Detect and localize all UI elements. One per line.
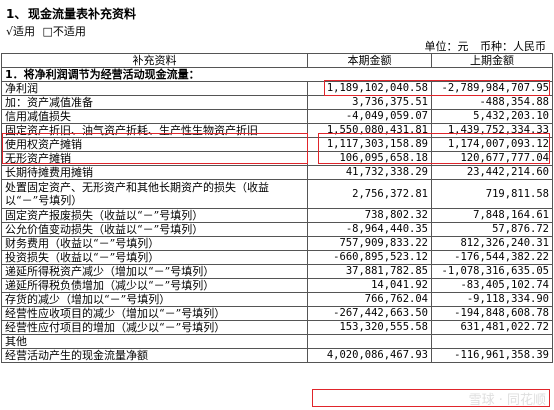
row-label: 长期待摊费用摊销 <box>1 165 308 180</box>
prior-amount: -1,078,316,635.05 <box>431 264 553 279</box>
row-label: 固定资产折旧、油气资产折耗、生产性生物资产折旧 <box>1 123 308 138</box>
table-row: 投资损失（收益以“－”号填列） -660,895,523.12 -176,544,3… <box>1 250 553 265</box>
current-amount: 1,189,102,040.58 <box>307 81 432 96</box>
current-amount <box>307 334 432 349</box>
table-row: 递延所得税负债增加（减少以“－”号填列） 14,041.92 -83,405,102… <box>1 278 553 293</box>
table-row: 处置固定资产、无形资产和其他长期资产的损失（收益以“－”号填列） 2,756,37… <box>1 179 553 209</box>
row-label: 其他 <box>1 334 308 349</box>
table-row: 存货的减少（增加以“－”号填列） 766,762.04 -9,118,334.90 <box>1 292 553 307</box>
prior-amount: 719,811.58 <box>431 179 553 209</box>
prior-amount: -488,354.88 <box>431 95 553 110</box>
prior-amount: 23,442,214.60 <box>431 165 553 180</box>
table-row: 其他 <box>1 334 553 349</box>
table-row: 固定资产折旧、油气资产折耗、生产性生物资产折旧 1,550,080,431.81 1… <box>1 123 553 138</box>
prior-amount: -2,789,984,707.95 <box>431 81 553 96</box>
current-amount: 106,095,658.18 <box>307 151 432 166</box>
table-row: 信用减值损失 -4,049,059.07 5,432,203.10 <box>1 109 553 124</box>
row-label: 递延所得税负债增加（减少以“－”号填列） <box>1 278 308 293</box>
prior-amount <box>431 334 553 349</box>
prior-amount: -116,961,358.39 <box>431 348 553 363</box>
column-header-prior: 上期金额 <box>431 53 553 68</box>
section-number: 1、 <box>6 7 27 21</box>
table-row: 加：资产减值准备 3,736,375.51 -488,354.88 <box>1 95 553 110</box>
section-title-row: 1．将净利润调节为经营活动现金流量： <box>1 67 553 82</box>
prior-amount: 7,848,164.61 <box>431 208 553 223</box>
cash-flow-supplement-table: 补充资料 本期金额 上期金额 1．将净利润调节为经营活动现金流量： 净利润 1,1… <box>1 53 553 363</box>
table-row: 财务费用（收益以“－”号填列） 757,909,833.22 812,326,240… <box>1 236 553 251</box>
current-amount: 153,320,555.58 <box>307 320 432 335</box>
row-label: 无形资产摊销 <box>1 151 308 166</box>
current-amount: -8,964,440.35 <box>307 222 432 237</box>
row-label: 公允价值变动损失（收益以“－”号填列） <box>1 222 308 237</box>
section-heading: 1、 现金流量表补充资料 <box>6 5 136 22</box>
column-header-item: 补充资料 <box>1 53 308 68</box>
row-label: 信用减值损失 <box>1 109 308 124</box>
unit-info: 单位：元 币种：人民币 <box>417 38 547 54</box>
table-row: 经营活动产生的现金流量净额 4,020,086,467.93 -116,961,35… <box>1 348 553 363</box>
prior-amount: 631,481,022.72 <box>431 320 553 335</box>
current-amount: 3,736,375.51 <box>307 95 432 110</box>
prior-amount: -194,848,608.78 <box>431 306 553 321</box>
prior-amount: -83,405,102.74 <box>431 278 553 293</box>
row-label: 固定资产报废损失（收益以“－”号填列） <box>1 208 308 223</box>
unit-label: 单位：元 <box>424 40 469 53</box>
currency-label: 币种：人民币 <box>480 40 546 53</box>
current-amount: 14,041.92 <box>307 278 432 293</box>
table-row: 递延所得税资产减少（增加以“－”号填列） 37,881,782.85 -1,078,… <box>1 264 553 279</box>
row-label: 经营性应付项目的增加（减少以“－”号填列） <box>1 320 308 335</box>
table-row: 公允价值变动损失（收益以“－”号填列） -8,964,440.35 57,876.7… <box>1 222 553 237</box>
table-header-row: 补充资料 本期金额 上期金额 <box>1 53 553 68</box>
current-amount: -660,895,523.12 <box>307 250 432 265</box>
table-row: 使用权资产摊销 1,117,303,158.89 1,174,007,093.12 <box>1 137 553 152</box>
row-label: 经营活动产生的现金流量净额 <box>1 348 308 363</box>
table-row: 固定资产报废损失（收益以“－”号填列） 738,802.32 7,848,164.6… <box>1 208 553 223</box>
prior-amount: -9,118,334.90 <box>431 292 553 307</box>
row-label: 经营性应收项目的减少（增加以“－”号填列） <box>1 306 308 321</box>
prior-amount: -176,544,382.22 <box>431 250 553 265</box>
prior-amount: 5,432,203.10 <box>431 109 553 124</box>
row-label: 使用权资产摊销 <box>1 137 308 152</box>
table-row: 净利润 1,189,102,040.58 -2,789,984,707.95 <box>1 81 553 96</box>
current-amount: 37,881,782.85 <box>307 264 432 279</box>
section-title: 现金流量表补充资料 <box>28 7 137 21</box>
prior-amount: 57,876.72 <box>431 222 553 237</box>
table-row: 经营性应付项目的增加（减少以“－”号填列） 153,320,555.58 631,4… <box>1 320 553 335</box>
prior-amount: 1,174,007,093.12 <box>431 137 553 152</box>
row-label: 加：资产减值准备 <box>1 95 308 110</box>
applicable-checkbox[interactable]: √适用 <box>6 25 36 38</box>
current-amount: 757,909,833.22 <box>307 236 432 251</box>
row-label: 投资损失（收益以“－”号填列） <box>1 250 308 265</box>
row-label: 处置固定资产、无形资产和其他长期资产的损失（收益以“－”号填列） <box>1 179 308 209</box>
table-row: 经营性应收项目的减少（增加以“－”号填列） -267,442,663.50 -194… <box>1 306 553 321</box>
applicability-options: √适用 □不适用 <box>6 23 90 39</box>
row-label: 递延所得税资产减少（增加以“－”号填列） <box>1 264 308 279</box>
row-label: 净利润 <box>1 81 308 96</box>
prior-amount: 1,439,752,334.33 <box>431 123 553 138</box>
section-title-cell: 1．将净利润调节为经营活动现金流量： <box>1 67 553 82</box>
current-amount: -4,049,059.07 <box>307 109 432 124</box>
table-row: 长期待摊费用摊销 41,732,338.29 23,442,214.60 <box>1 165 553 180</box>
current-amount: -267,442,663.50 <box>307 306 432 321</box>
watermark: 雪球 · 同花顺 <box>468 393 546 408</box>
prior-amount: 812,326,240.31 <box>431 236 553 251</box>
column-header-current: 本期金额 <box>307 53 432 68</box>
current-amount: 41,732,338.29 <box>307 165 432 180</box>
current-amount: 766,762.04 <box>307 292 432 307</box>
row-label: 存货的减少（增加以“－”号填列） <box>1 292 308 307</box>
current-amount: 2,756,372.81 <box>307 179 432 209</box>
row-label: 财务费用（收益以“－”号填列） <box>1 236 308 251</box>
current-amount: 1,550,080,431.81 <box>307 123 432 138</box>
current-amount: 738,802.32 <box>307 208 432 223</box>
prior-amount: 120,677,777.04 <box>431 151 553 166</box>
not-applicable-checkbox[interactable]: □不适用 <box>42 25 86 38</box>
current-amount: 1,117,303,158.89 <box>307 137 432 152</box>
current-amount: 4,020,086,467.93 <box>307 348 432 363</box>
table-row: 无形资产摊销 106,095,658.18 120,677,777.04 <box>1 151 553 166</box>
